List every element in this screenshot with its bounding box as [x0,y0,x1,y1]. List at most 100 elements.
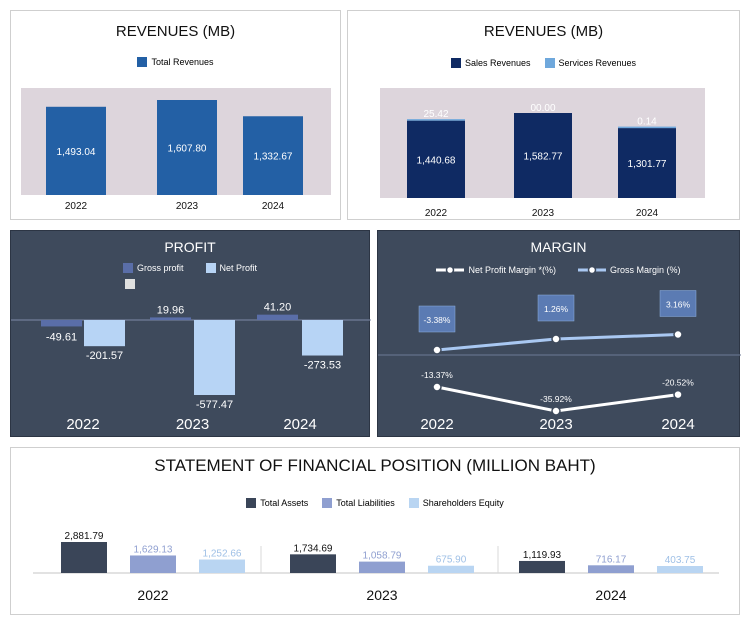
x-tick-label: 2022 [65,201,88,212]
net-profit-swatch [205,263,216,273]
bar-shareholders-equity [199,559,245,573]
net-margin-value-label: -35.92% [540,394,572,404]
bar-total-assets [290,554,336,573]
bar-net-profit [194,320,235,395]
revenues-total-chart: 1,493.04 2022 1,607.80 2023 1,332.67 2024 [21,88,331,212]
legend-label-total-liabilities: Total Liabilities [336,498,395,508]
gross-margin-label-box [537,294,575,322]
legend-empty-swatch [125,279,135,289]
bar-total-liabilities [130,555,176,573]
financial-position-title: STATEMENT OF FINANCIAL POSITION (MILLION… [154,456,596,475]
gross-margin-value-label: 1.26% [544,304,569,314]
margin-legend: Net Profit Margin *(%) Gross Margin (%) [378,265,739,275]
margin-chart: -3.38% 1.26% 3.16% -13.37% 2022 -35.92% 2023 -2… [378,290,741,433]
bar-value-label: 1,493.04 [57,147,96,158]
net-margin-point [432,382,442,392]
bar-sales-revenues [407,120,465,198]
legend-item-services-revenues: Services Revenues [544,58,637,68]
gross-margin-value-label: -3.38% [424,315,451,325]
bar-total-assets [519,560,565,573]
services-value-label: 0.14 [637,117,657,128]
services-revenues-swatch [544,58,555,68]
legend-item-net-profit: Net Profit [205,263,258,273]
bar-total-liabilities [588,565,634,573]
net-profit-value-label: -577.47 [196,399,233,411]
x-tick-label: 2024 [661,416,694,433]
net-margin-value-label: -13.37% [421,370,453,380]
revenues-split-legend: Sales Revenues Services Revenues [348,58,739,68]
value-label: 1,119.93 [523,550,562,561]
margin-title: MARGIN [530,239,587,255]
gross-margin-legend-marker [578,265,606,275]
profit-legend: Gross profit Net Profit [11,263,369,273]
legend-label-net-margin: Net Profit Margin *(%) [468,265,556,275]
gross-margin-label-box [418,305,456,333]
x-tick-label: 2024 [262,201,285,212]
legend-item-shareholders-equity: Shareholders Equity [408,498,504,508]
gross-margin-point [432,345,442,355]
total-liabilities-swatch [322,498,333,508]
bar-net-profit [84,320,125,347]
x-tick-label: 2022 [66,416,99,433]
x-tick-label: 2023 [366,587,397,603]
financial-position-panel: STATEMENT OF FINANCIAL POSITION (MILLION… [10,447,740,615]
legend-item-gross-profit: Gross profit [122,263,184,273]
shareholders-equity-swatch [408,498,419,508]
legend-label-total-assets: Total Assets [260,498,309,508]
x-tick-label: 2023 [539,416,572,433]
net-profit-value-label: -273.53 [304,360,341,372]
sales-revenues-swatch [450,58,461,68]
legend-label-net-profit: Net Profit [219,263,258,273]
financial-position-legend: Total Assets Total Liabilities Sharehold… [11,498,739,508]
bar-value-label: 1,607.80 [168,144,207,155]
legend-label-services-revenues: Services Revenues [558,58,637,68]
profit-panel: PROFIT Gross profit Net Profit -49.61 -20… [10,230,371,437]
legend-item-total-revenues: Total Revenues [137,57,214,67]
total-revenues-swatch [137,57,148,67]
bar-gross-profit [150,317,191,320]
bar-total-revenues [157,100,217,195]
legend-item-sales-revenues: Sales Revenues [450,58,531,68]
net-margin-value-label: -20.52% [662,378,694,388]
net-margin-point [551,406,561,416]
gross-margin-label-box [659,290,697,317]
profit-title: PROFIT [164,239,216,255]
revenues-total-title: REVENUES (MB) [115,23,236,40]
legend-item-total-assets: Total Assets [246,498,308,508]
revenues-split-panel: REVENUES (MB) Sales Revenues Services Re… [347,10,740,220]
x-tick-label: 2023 [176,201,199,212]
value-label: 1,058.79 [363,551,402,562]
bar-total-assets [61,542,107,573]
bar-total-revenues [243,116,303,195]
revenues-total-legend: Total Revenues [11,57,340,67]
x-tick-label: 2023 [176,416,209,433]
value-label: 403.75 [665,555,696,566]
legend-label-gross-profit: Gross profit [136,263,184,273]
x-tick-label: 2024 [283,416,316,433]
x-tick-label: 2022 [137,587,168,603]
bar-sales-revenues [514,113,572,198]
bar-total-liabilities [359,561,405,573]
bar-services-revenues [618,126,676,129]
x-tick-label: 2022 [425,208,448,219]
legend-item-net-margin: Net Profit Margin *(%) [436,265,556,275]
sales-value-label: 1,301.77 [628,159,667,170]
services-value-label: 25.42 [423,109,448,120]
net-margin-point [673,389,683,400]
bar-total-revenues [46,106,106,195]
legend-item-total-liabilities: Total Liabilities [322,498,395,508]
gross-margin-value-label: 3.16% [666,299,691,309]
bar-net-profit [302,320,343,356]
sales-value-label: 1,582.77 [524,152,563,163]
legend-label-gross-margin: Gross Margin (%) [610,265,681,275]
x-tick-label: 2024 [595,587,626,603]
gross-margin-point [551,334,561,344]
revenues-split-chart: 1,440.68 25.42 2022 1,582.77 00.00 2023 1,301.… [380,88,705,219]
net-margin-legend-marker [436,265,465,275]
financial-position-chart: 2,881.79 1,629.13 1,252.66 2022 1,734.69 1,05… [33,531,719,603]
services-value-label: 00.00 [530,103,555,114]
value-label: 675.90 [436,555,467,566]
value-label: 1,252.66 [203,549,242,560]
x-tick-label: 2023 [532,208,555,219]
gross-profit-value-label: -49.61 [46,331,77,343]
